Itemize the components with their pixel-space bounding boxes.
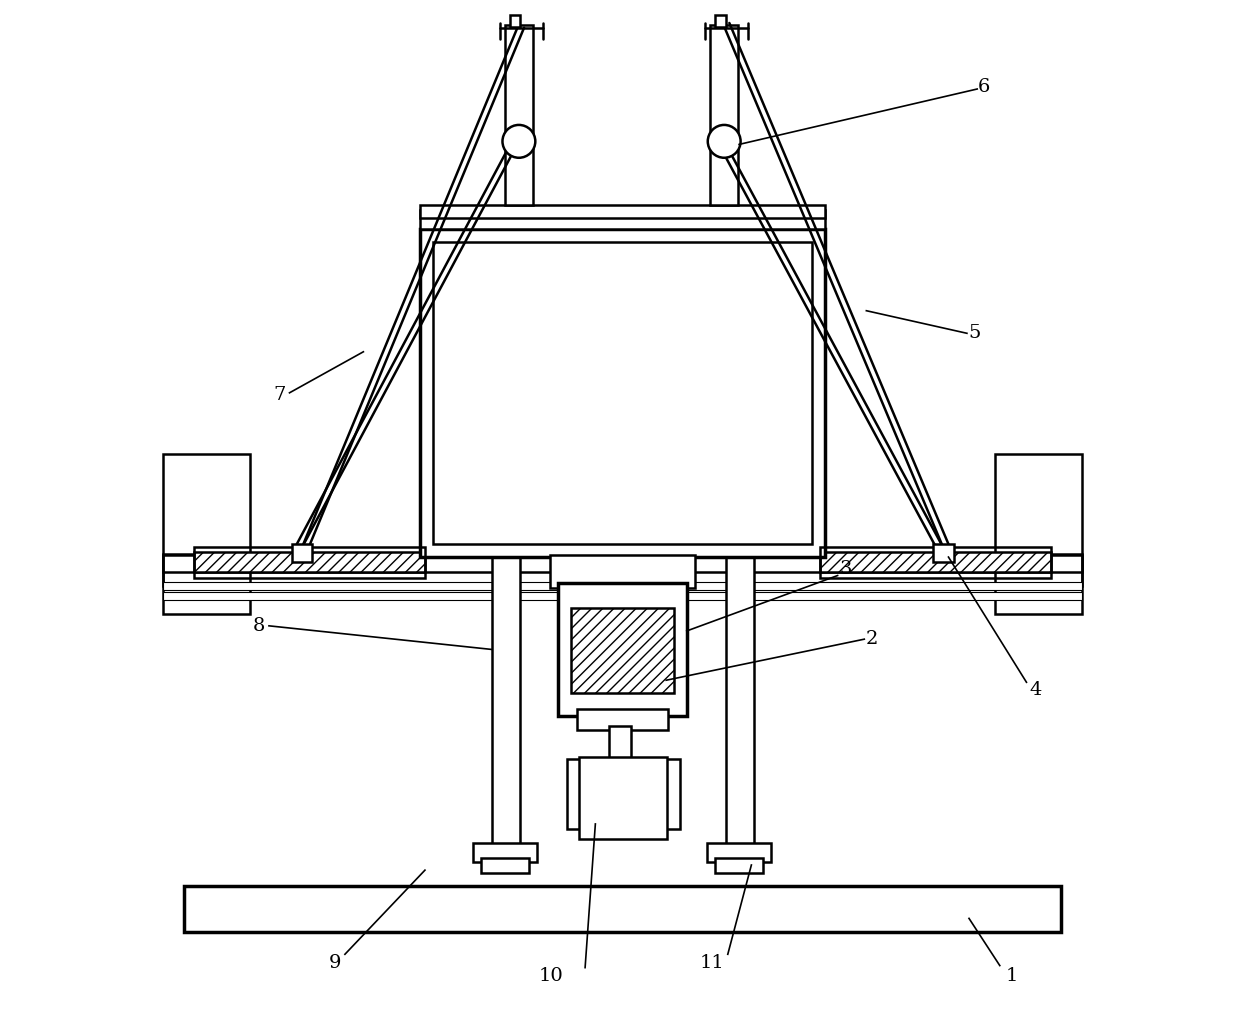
Bar [420, 211, 826, 229]
Bar [420, 229, 826, 557]
Bar [715, 15, 725, 28]
Text: 9: 9 [329, 954, 341, 971]
Bar [725, 557, 754, 849]
Bar [567, 760, 680, 829]
Bar [711, 26, 738, 205]
Bar [551, 555, 694, 588]
Bar [184, 885, 1061, 932]
Bar [570, 609, 675, 692]
Bar [474, 843, 537, 862]
Bar [579, 757, 667, 839]
Text: 10: 10 [539, 967, 564, 985]
Bar [609, 727, 631, 799]
Bar [994, 454, 1081, 613]
Bar [164, 582, 1081, 590]
Bar [932, 544, 954, 562]
Bar [193, 547, 425, 578]
Circle shape [708, 125, 740, 158]
Bar [820, 547, 1052, 578]
Text: 5: 5 [968, 324, 981, 343]
Text: 7: 7 [273, 386, 285, 404]
Text: 6: 6 [978, 78, 991, 96]
Bar [558, 583, 687, 716]
Bar [164, 592, 1081, 601]
Text: 11: 11 [701, 954, 724, 971]
Bar [577, 709, 668, 730]
Text: 2: 2 [866, 631, 878, 648]
Bar [510, 15, 521, 28]
Bar [481, 858, 528, 873]
Circle shape [502, 125, 536, 158]
Bar [164, 555, 1081, 586]
Bar [164, 554, 1081, 573]
Text: 8: 8 [253, 617, 265, 635]
Bar [193, 552, 425, 573]
Bar [433, 241, 812, 544]
Bar [707, 843, 771, 862]
Bar [505, 26, 533, 205]
Bar [715, 858, 763, 873]
Bar [492, 557, 521, 849]
Bar [820, 552, 1052, 573]
Text: 1: 1 [1006, 967, 1018, 985]
Text: 3: 3 [839, 560, 852, 578]
Bar [291, 544, 312, 562]
Bar [164, 454, 250, 613]
Bar [420, 205, 826, 219]
Text: 4: 4 [1029, 681, 1042, 700]
